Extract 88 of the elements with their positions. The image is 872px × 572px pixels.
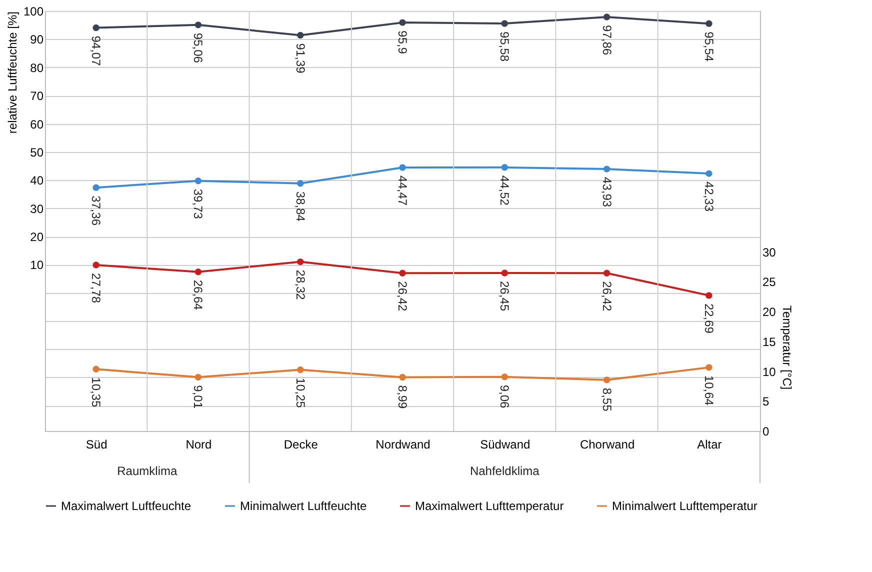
y-tick-label: 30 [30,202,44,216]
point [399,270,406,277]
y2-tick-label: 30 [762,245,776,260]
data-label: 42,33 [702,182,716,212]
point [603,376,610,384]
point [194,374,202,381]
point [194,268,202,276]
data-label: 95,54 [702,32,716,62]
legend-label: Minimalwert Lufttemperatur [612,499,758,513]
point [501,374,508,380]
legend-label: Maximalwert Lufttemperatur [415,499,564,513]
point [399,19,406,26]
data-label: 8,99 [396,385,410,409]
point [501,164,508,171]
data-label: 95,06 [191,32,206,64]
point [297,258,304,266]
data-label: 38,84 [293,191,308,222]
y-tick-label: 100 [23,4,44,18]
y2-tick-label: 20 [762,305,776,320]
x-tick-label: Decke [284,438,318,452]
legend-label: Maximalwert Luftfeuchte [61,499,192,513]
y2-tick-label: 15 [762,334,776,349]
data-label: 95,9 [396,30,410,54]
data-label: 39,73 [191,188,206,220]
point [92,184,100,191]
text: Raumklima [117,464,178,478]
point [399,164,406,171]
y-tick-label: 10 [30,258,44,272]
point [603,270,610,277]
data-label: 8,55 [600,388,614,412]
point [501,20,508,27]
data-label: 10,64 [702,375,716,406]
x-tick-label: Südwand [480,438,530,452]
data-label: 94,07 [89,36,104,66]
y-tick-label: 90 [30,32,44,47]
data-label: 91,39 [293,43,308,74]
y-tick-label: 80 [30,60,44,75]
data-label: 37,36 [89,196,104,226]
point [194,178,202,184]
y2-tick-label: 10 [762,364,776,379]
point [706,364,712,371]
y2-axis-title: Temperatur [°C] [780,305,794,390]
point [92,24,100,32]
point [194,22,202,28]
data-label: 44,47 [396,176,410,206]
y2-tick-label: 5 [762,394,770,409]
y2-tick-label: 0 [762,424,770,438]
data-label: 44,52 [498,175,512,206]
point [706,20,712,27]
y-axis-title: relative Luftfeuchte [%] [5,12,20,134]
x-tick-label: Nordwand [376,438,430,452]
y-tick-label: 20 [30,230,44,244]
point [603,14,610,20]
point [603,166,610,172]
data-label: 97,86 [600,25,614,56]
data-label: 10,35 [89,377,104,408]
y-tick-label: 50 [30,145,44,160]
point [297,32,304,39]
data-label: 26,64 [191,280,206,310]
x-tick-label: Chorwand [580,438,635,452]
y-tick-label: 60 [30,117,44,132]
legend-label: Minimalwert Luftfeuchte [240,499,368,513]
text: Nahfeldklima [470,464,540,478]
point [92,366,100,373]
point [297,180,304,187]
point [297,366,304,374]
data-label: 28,32 [293,270,308,300]
point [706,170,712,177]
data-label: 26,45 [498,280,512,312]
data-label: 43,93 [600,177,614,208]
x-tick-label: Süd [86,438,108,452]
data-label: 27,78 [89,273,104,304]
x-tick-label: Altar [697,438,722,452]
y-tick-label: 40 [30,174,44,188]
point [706,292,712,299]
y-tick-label: 70 [30,89,44,104]
data-label: 9,06 [498,384,512,409]
y2-tick-label: 25 [762,275,776,290]
data-label: 26,42 [600,281,614,312]
data-label: 10,25 [293,378,308,408]
point [92,262,100,268]
x-tick-label: Nord [186,438,212,452]
point [399,374,406,381]
point [501,270,508,276]
data-label: 95,58 [498,31,512,62]
data-label: 26,42 [396,281,410,312]
data-label: 22,69 [702,303,716,334]
data-label: 9,01 [191,385,206,409]
